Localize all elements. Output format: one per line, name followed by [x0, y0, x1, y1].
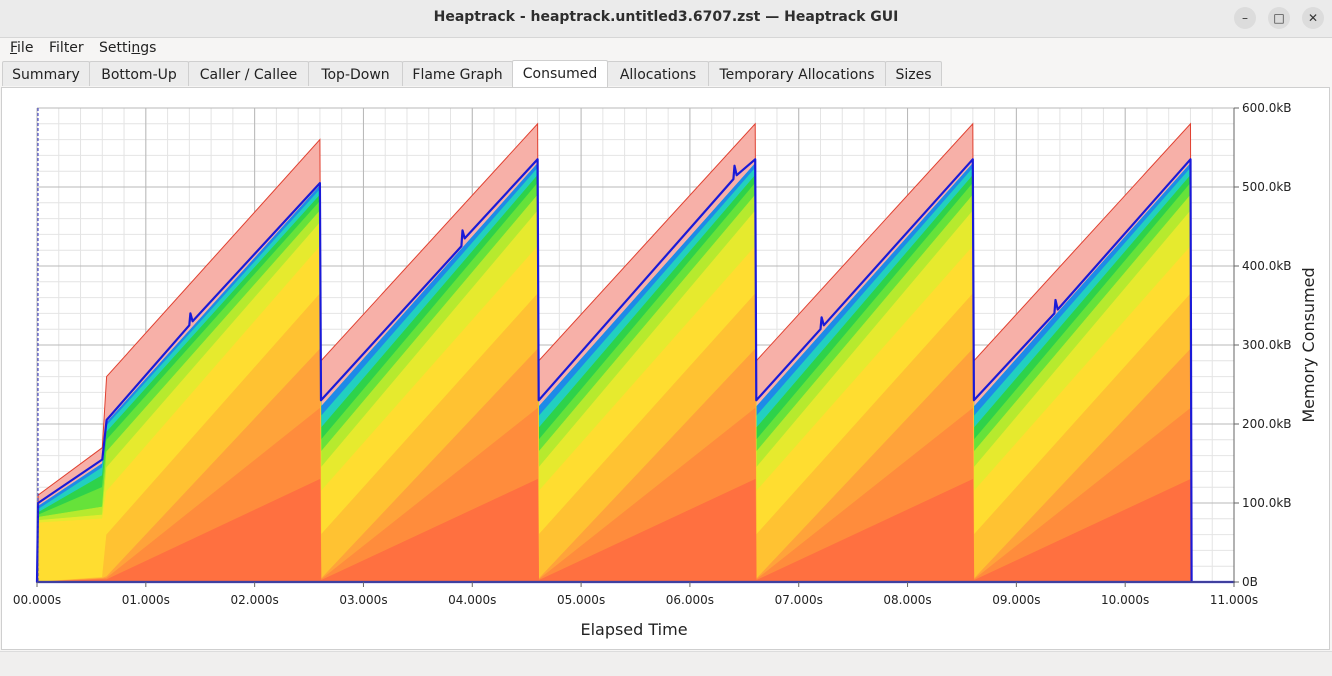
y-axis-label: Memory Consumed	[1299, 267, 1318, 422]
tab-temporary-allocations[interactable]: Temporary Allocations	[708, 61, 886, 86]
y-tick-label: 200.0kB	[1242, 417, 1292, 431]
y-tick-label: 0B	[1242, 575, 1258, 589]
x-tick-label: 11.000s	[1210, 593, 1258, 607]
x-tick-label: 04.000s	[448, 593, 496, 607]
window-titlebar: Heaptrack - heaptrack.untitled3.6707.zst…	[0, 0, 1332, 38]
tab-bottom-up[interactable]: Bottom-Up	[89, 61, 189, 86]
tab-allocations[interactable]: Allocations	[607, 61, 709, 86]
menu-settings-mnemonic: n	[131, 40, 141, 56]
y-tick-label: 300.0kB	[1242, 338, 1292, 352]
status-bar	[0, 651, 1332, 676]
y-tick-label: 500.0kB	[1242, 180, 1292, 194]
y-tick-label: 600.0kB	[1242, 101, 1292, 115]
x-tick-label: 01.000s	[122, 593, 170, 607]
tab-summary[interactable]: Summary	[2, 61, 90, 86]
series-outline-line	[35, 158, 1236, 584]
x-tick-label: 09.000s	[992, 593, 1040, 607]
tab-consumed[interactable]: Consumed	[512, 60, 608, 88]
x-tick-label: 00.000s	[13, 593, 61, 607]
menu-file-mnemonic: F	[10, 40, 18, 56]
consumed-panel: 00.000s 01.000s 02.000s 03.000s 04.000s 05.00…	[1, 87, 1330, 650]
x-tick-label: 03.000s	[339, 593, 387, 607]
x-tick-label: 07.000s	[775, 593, 823, 607]
close-icon[interactable]: ✕	[1302, 7, 1324, 29]
menu-file[interactable]: File	[10, 40, 33, 56]
maximize-icon[interactable]: □	[1268, 7, 1290, 29]
x-tick-label: 06.000s	[666, 593, 714, 607]
x-tick-label: 05.000s	[557, 593, 605, 607]
chart-ticks: 00.000s 01.000s 02.000s 03.000s 04.000s 05.00…	[13, 101, 1292, 607]
y-tick-label: 400.0kB	[1242, 259, 1292, 273]
chart-areas	[35, 108, 1236, 584]
menu-filter[interactable]: Filter	[49, 40, 84, 56]
tab-top-down[interactable]: Top-Down	[308, 61, 403, 86]
memory-consumed-chart[interactable]: 00.000s 01.000s 02.000s 03.000s 04.000s 05.00…	[2, 88, 1329, 649]
menu-file-rest: ile	[17, 40, 34, 56]
menu-settings-after: gs	[140, 40, 157, 56]
x-axis-label: Elapsed Time	[580, 620, 687, 639]
tab-bar: Summary Bottom-Up Caller / Callee Top-Do…	[0, 60, 1332, 88]
x-tick-label: 10.000s	[1101, 593, 1149, 607]
x-tick-label: 08.000s	[883, 593, 931, 607]
tab-caller-callee[interactable]: Caller / Callee	[188, 61, 309, 86]
menu-settings-before: Setti	[99, 40, 132, 56]
y-tick-label: 100.0kB	[1242, 496, 1292, 510]
tab-sizes[interactable]: Sizes	[885, 61, 942, 86]
window-title: Heaptrack - heaptrack.untitled3.6707.zst…	[433, 9, 899, 25]
menu-settings[interactable]: Settings	[99, 40, 156, 56]
minimize-icon[interactable]: –	[1234, 7, 1256, 29]
x-tick-label: 02.000s	[231, 593, 279, 607]
tab-flame-graph[interactable]: Flame Graph	[402, 61, 513, 86]
menubar: File Filter Settings	[0, 38, 1332, 60]
